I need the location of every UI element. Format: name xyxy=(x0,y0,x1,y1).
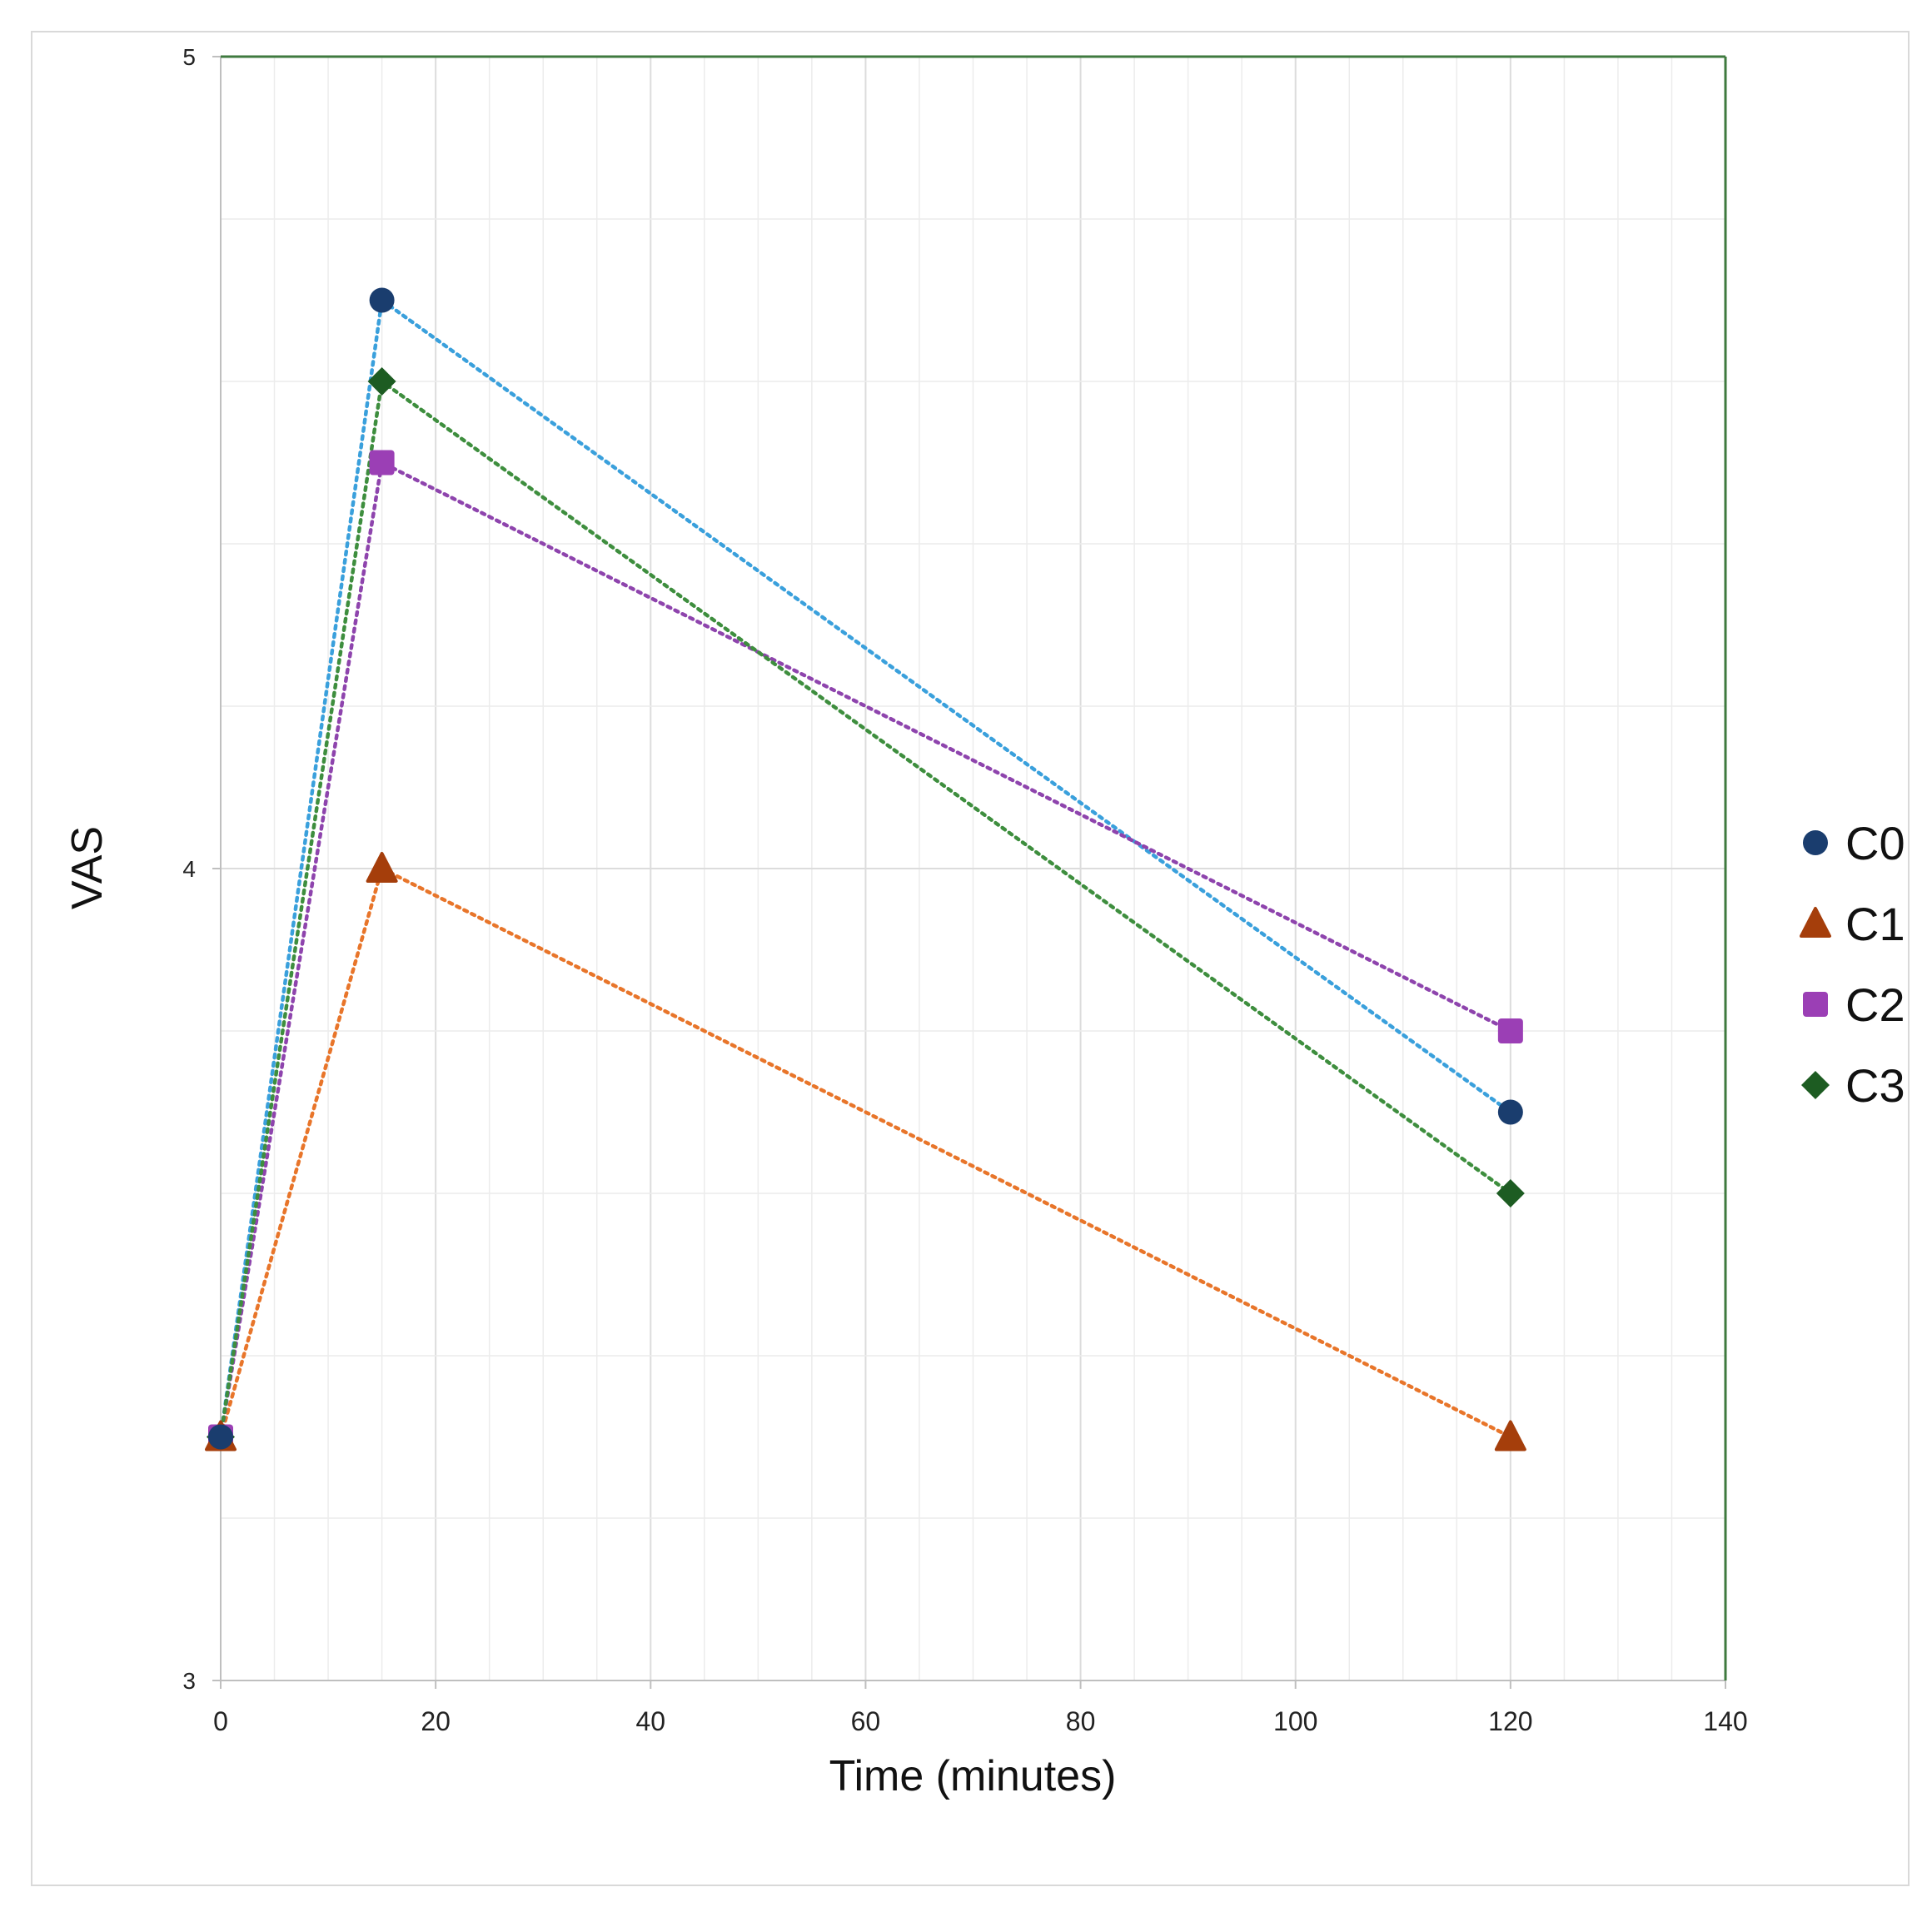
legend-marker xyxy=(1803,992,1828,1017)
legend-item-c2: C2 xyxy=(1803,978,1905,1031)
legend-marker xyxy=(1800,907,1831,938)
legend-marker xyxy=(1803,830,1828,855)
legend-item-c1: C1 xyxy=(1800,898,1905,950)
y-tick-label: 4 xyxy=(182,856,196,882)
data-point-c1 xyxy=(366,852,398,883)
data-point-c0 xyxy=(1497,1099,1523,1125)
y-axis-title: VAS xyxy=(63,826,112,909)
x-tick-label: 40 xyxy=(635,1706,665,1736)
data-point-c3 xyxy=(1496,1179,1525,1207)
legend-item-c0: C0 xyxy=(1803,817,1905,869)
y-tick-label: 3 xyxy=(182,1668,196,1694)
y-tick-labels: 3 4 5 xyxy=(182,44,196,1694)
chart-frame xyxy=(31,31,1910,1886)
series xyxy=(205,287,1526,1451)
x-tick-label: 100 xyxy=(1273,1706,1317,1736)
x-tick-label: 120 xyxy=(1488,1706,1532,1736)
data-point-c2 xyxy=(1497,1018,1523,1043)
data-point-c1 xyxy=(1494,1420,1526,1451)
y-tick-label: 5 xyxy=(182,44,196,70)
data-point-c0 xyxy=(369,287,395,313)
legend-label: C3 xyxy=(1845,1059,1905,1112)
x-tick-label: 0 xyxy=(213,1706,228,1736)
legend-label: C0 xyxy=(1845,817,1905,869)
legend-item-c3: C3 xyxy=(1801,1059,1905,1112)
data-point-c2 xyxy=(369,450,395,476)
x-tick-labels: 0 20 40 60 80 100 120 140 xyxy=(213,1706,1748,1736)
x-tick-label: 80 xyxy=(1066,1706,1096,1736)
legend-marker xyxy=(1801,1071,1830,1099)
legend-label: C2 xyxy=(1845,978,1905,1031)
x-tick-label: 20 xyxy=(421,1706,451,1736)
data-point-c3 xyxy=(367,367,396,396)
data-point-c0 xyxy=(208,1424,233,1450)
legend-label: C1 xyxy=(1845,898,1905,950)
x-tick-label: 60 xyxy=(851,1706,881,1736)
series-markers-c0 xyxy=(208,287,1523,1450)
x-axis-title: Time (minutes) xyxy=(829,1752,1117,1800)
axes xyxy=(212,55,1727,1689)
legend: C0 C1 C2 C3 xyxy=(1800,817,1905,1112)
x-tick-label: 140 xyxy=(1703,1706,1747,1736)
